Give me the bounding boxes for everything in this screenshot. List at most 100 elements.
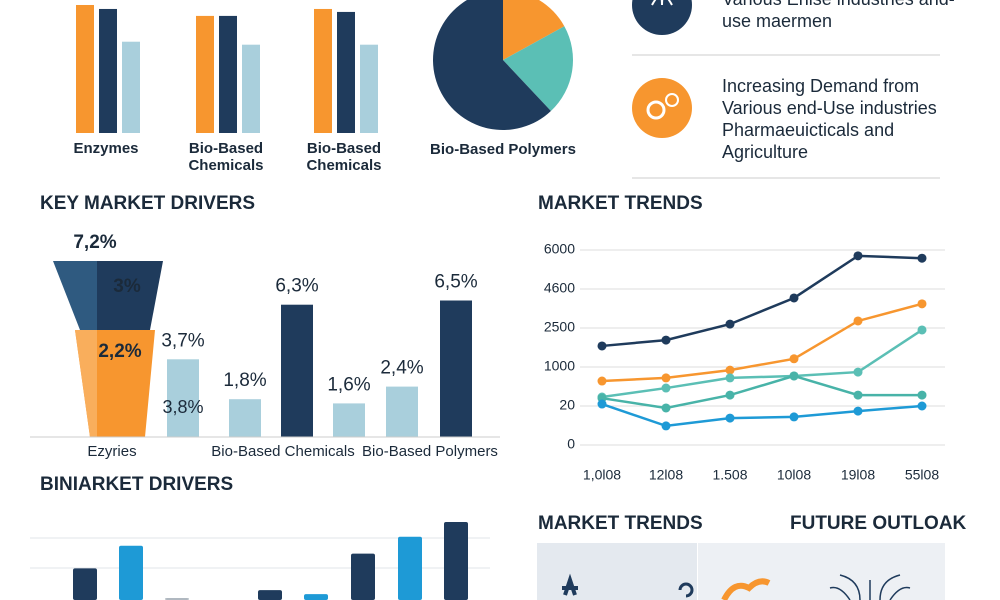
x-tick-label: 12l08 <box>649 467 683 483</box>
value-label: 2,2% <box>98 341 141 362</box>
point <box>853 367 863 377</box>
point <box>661 335 671 345</box>
bar <box>196 15 214 133</box>
driver-text: Increasing Demand from Various end-Use i… <box>722 76 937 162</box>
point <box>661 403 671 413</box>
value-label: 1,8% <box>223 370 266 391</box>
point <box>597 341 607 351</box>
bar <box>258 590 282 600</box>
y-tick-label: 4600 <box>544 280 575 296</box>
bar <box>167 359 199 437</box>
bar <box>119 545 143 600</box>
point <box>917 325 927 335</box>
bar <box>99 8 117 133</box>
section-title: BINIARKET DRIVERS <box>40 474 233 495</box>
funnel-part <box>97 261 163 330</box>
line <box>601 402 923 428</box>
x-tick-label: 19l08 <box>841 467 875 483</box>
point <box>917 253 927 263</box>
point <box>917 299 927 309</box>
bar <box>351 553 375 600</box>
bar <box>386 386 418 437</box>
bar <box>333 403 365 437</box>
point <box>853 251 863 261</box>
category-label: Ezyries <box>87 443 136 460</box>
value-label: 1,6% <box>327 374 370 395</box>
value-label: 6,3% <box>275 276 318 297</box>
category-label: Bio-Based Polymers <box>362 443 498 460</box>
network-icon <box>829 574 911 600</box>
x-tick-label: 10l08 <box>777 467 811 483</box>
bar <box>122 41 140 134</box>
bar <box>73 568 97 600</box>
line <box>601 254 923 348</box>
plant-icon <box>562 573 578 596</box>
x-tick-label: 55l08 <box>905 467 939 483</box>
leaf-icon <box>651 0 673 6</box>
bar <box>314 8 332 133</box>
point <box>853 316 863 326</box>
bar <box>242 44 260 133</box>
x-tick-label: 1,0l08 <box>583 467 621 483</box>
bar <box>229 399 261 437</box>
bar <box>337 11 355 133</box>
section-title: MARKET TRENDS <box>538 513 703 534</box>
leaf-icon <box>632 0 692 35</box>
category-label: Enzymes <box>73 140 139 157</box>
point <box>597 399 607 409</box>
y-tick-label: 0 <box>567 436 575 452</box>
category-label: Bio-Based Chemicals <box>211 443 354 460</box>
gear-icon <box>665 93 679 107</box>
icon <box>678 582 694 598</box>
point <box>661 383 671 393</box>
value-label: 6,5% <box>434 272 477 293</box>
pie-label: Bio-Based Polymers <box>430 141 576 158</box>
point <box>725 390 735 400</box>
point <box>853 390 863 400</box>
point <box>597 376 607 386</box>
section-title: KEY MARKET DRIVERS <box>40 193 255 214</box>
point <box>725 365 735 375</box>
section-title: MARKET TRENDS <box>538 193 703 214</box>
y-tick-label: 6000 <box>544 241 575 257</box>
point <box>789 371 799 381</box>
section-title: FUTURE OUTLOAK <box>790 513 967 534</box>
gear-icon <box>646 100 666 120</box>
bar <box>360 44 378 133</box>
value-label: 7,2% <box>73 232 116 253</box>
line <box>601 328 923 399</box>
y-tick-label: 1000 <box>544 358 575 374</box>
bar <box>304 594 328 600</box>
y-tick-label: 2500 <box>544 319 575 335</box>
point <box>725 373 735 383</box>
bar <box>281 304 313 437</box>
panel <box>698 543 945 600</box>
driver-text: Various Enise industries and-use maermen <box>722 0 955 31</box>
y-tick-label: 20 <box>559 397 575 413</box>
point <box>917 401 927 411</box>
point <box>725 319 735 329</box>
bar <box>444 521 468 600</box>
line <box>601 374 922 410</box>
point <box>661 421 671 431</box>
bar <box>76 4 94 133</box>
value-label: 3,7% <box>161 330 204 351</box>
category-label: Bio-Based Chemicals <box>306 140 382 174</box>
pie-slice <box>503 0 565 60</box>
line <box>601 302 923 383</box>
funnel-part <box>75 330 97 437</box>
value-label: 3% <box>113 276 141 297</box>
point <box>789 293 799 303</box>
bar <box>440 300 472 437</box>
pie-slice <box>433 0 551 130</box>
value-label: 3,8% <box>162 397 203 417</box>
funnel-part <box>53 261 97 330</box>
x-tick-label: 1.508 <box>712 467 747 483</box>
category-label: Bio-Based Chemicals <box>188 140 264 174</box>
point <box>789 412 799 422</box>
bar <box>219 15 237 133</box>
point <box>917 390 927 400</box>
icon <box>721 578 771 600</box>
